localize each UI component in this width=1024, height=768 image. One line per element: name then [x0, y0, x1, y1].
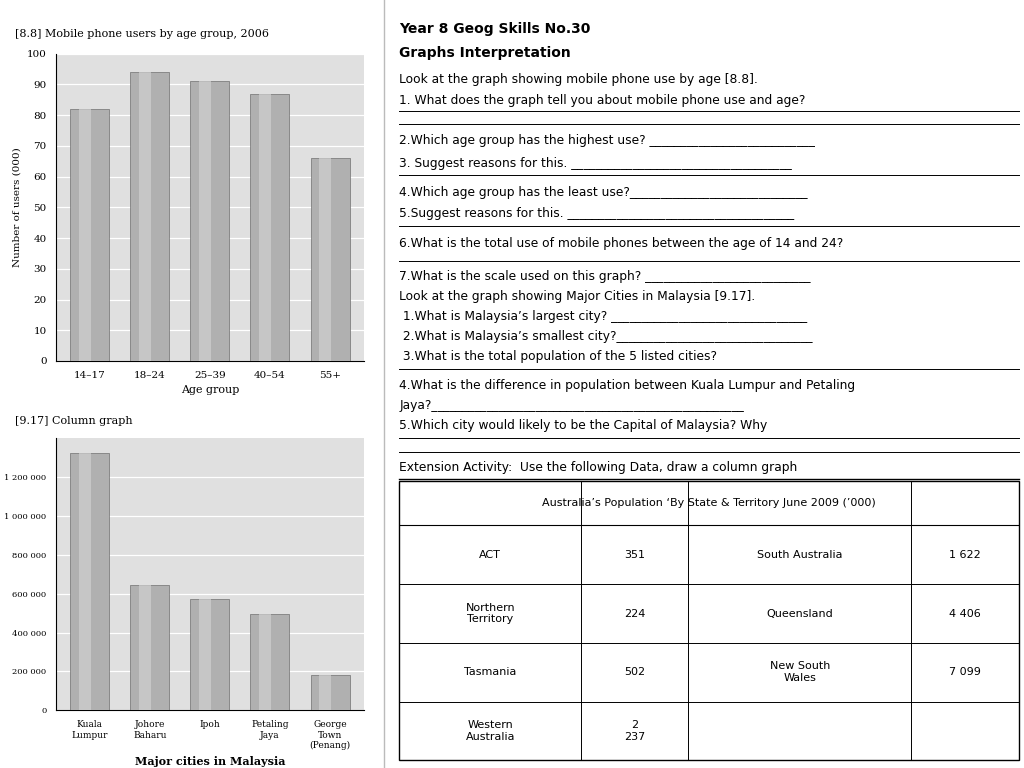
Text: Extension Activity:  Use the following Data, draw a column graph: Extension Activity: Use the following Da… — [399, 461, 798, 474]
Y-axis label: Number of users (000): Number of users (000) — [12, 147, 22, 267]
Text: Graphs Interpretation: Graphs Interpretation — [399, 46, 571, 60]
Text: Look at the graph showing Major Cities in Malaysia [9.17].: Look at the graph showing Major Cities i… — [399, 290, 756, 303]
X-axis label: Age group: Age group — [180, 386, 240, 396]
Bar — [79, 109, 91, 361]
Text: 3.What is the total population of the 5 listed cities?: 3.What is the total population of the 5 … — [399, 350, 718, 363]
Text: 6.What is the total use of mobile phones between the age of 14 and 24?: 6.What is the total use of mobile phones… — [399, 237, 844, 250]
Bar — [130, 585, 169, 710]
Text: 1 622: 1 622 — [949, 550, 981, 560]
Text: 2.Which age group has the highest use? ___________________________: 2.Which age group has the highest use? _… — [399, 134, 815, 147]
Text: 7.What is the scale used on this graph? ___________________________: 7.What is the scale used on this graph? … — [399, 270, 811, 283]
Bar — [319, 675, 331, 710]
Bar — [199, 81, 211, 361]
Bar — [139, 585, 152, 710]
Text: 4.Which age group has the least use?_____________________________: 4.Which age group has the least use?____… — [399, 186, 808, 199]
X-axis label: Major cities in Malaysia: Major cities in Malaysia — [135, 756, 285, 766]
Bar — [259, 614, 271, 710]
Bar — [251, 614, 290, 710]
Text: 224: 224 — [624, 608, 645, 618]
Bar — [310, 675, 349, 710]
Text: New South
Wales: New South Wales — [770, 661, 830, 683]
Text: Australia’s Population ‘By State & Territory June 2009 (’000): Australia’s Population ‘By State & Terri… — [543, 498, 876, 508]
Text: [9.17] Column graph: [9.17] Column graph — [15, 416, 133, 426]
Text: 2.What is Malaysia’s smallest city?________________________________: 2.What is Malaysia’s smallest city?_____… — [399, 330, 813, 343]
Text: Jaya?___________________________________________________: Jaya?___________________________________… — [399, 399, 744, 412]
Text: 4 406: 4 406 — [949, 608, 981, 618]
Text: Year 8 Geog Skills No.30: Year 8 Geog Skills No.30 — [399, 22, 591, 35]
Bar — [71, 453, 110, 710]
Bar — [71, 109, 110, 361]
Bar — [310, 158, 349, 361]
Text: 5.Suggest reasons for this. _____________________________________: 5.Suggest reasons for this. ____________… — [399, 207, 795, 220]
Bar — [130, 72, 169, 361]
Bar — [251, 94, 290, 361]
Text: Queensland: Queensland — [767, 608, 834, 618]
Bar — [319, 158, 331, 361]
Text: South Australia: South Australia — [757, 550, 843, 560]
Text: 351: 351 — [625, 550, 645, 560]
Text: 502: 502 — [625, 667, 645, 677]
Text: 2
237: 2 237 — [625, 720, 645, 742]
Bar — [190, 599, 229, 710]
Text: ACT: ACT — [479, 550, 501, 560]
Bar — [190, 81, 229, 361]
Bar — [259, 94, 271, 361]
Text: [8.8] Mobile phone users by age group, 2006: [8.8] Mobile phone users by age group, 2… — [15, 29, 269, 39]
Text: Look at the graph showing mobile phone use by age [8.8].: Look at the graph showing mobile phone u… — [399, 73, 758, 86]
Text: 1. What does the graph tell you about mobile phone use and age?: 1. What does the graph tell you about mo… — [399, 94, 806, 107]
Bar — [139, 72, 152, 361]
Text: Tasmania: Tasmania — [464, 667, 516, 677]
Text: 7 099: 7 099 — [949, 667, 981, 677]
Bar — [79, 453, 91, 710]
Text: 4.What is the difference in population between Kuala Lumpur and Petaling: 4.What is the difference in population b… — [399, 379, 855, 392]
Text: 3. Suggest reasons for this. ____________________________________: 3. Suggest reasons for this. ___________… — [399, 157, 793, 170]
Text: 1.What is Malaysia’s largest city? ________________________________: 1.What is Malaysia’s largest city? _____… — [399, 310, 808, 323]
Text: Western
Australia: Western Australia — [466, 720, 515, 742]
Bar — [199, 599, 211, 710]
Text: 5.Which city would likely to be the Capital of Malaysia? Why: 5.Which city would likely to be the Capi… — [399, 419, 768, 432]
Text: Northern
Territory: Northern Territory — [466, 603, 515, 624]
